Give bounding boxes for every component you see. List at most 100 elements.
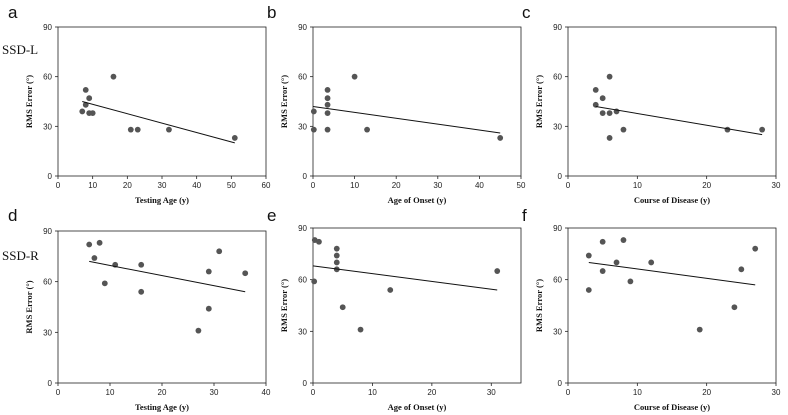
data-point-f [585,287,592,293]
panel-d: d 0 10 20 30 40 0 30 60 90 Testing Age (y) RMS Erro… [8,206,271,412]
fit-line-f [588,261,756,286]
data-point-e [357,326,364,333]
x-tick-label-a: 20 [123,181,132,190]
x-tick-label-a: 50 [227,181,236,190]
fit-line-d [89,260,246,293]
x-tick-label-a: 40 [192,181,201,190]
x-tick-label-c: 20 [702,181,711,190]
plot-frame-a [57,26,267,177]
data-point-c [592,87,599,93]
y-tick-label-c: 60 [553,73,562,82]
y-tick-label-d: 0 [48,379,53,388]
data-point-a [134,126,141,133]
data-point-d [205,268,212,275]
y-tick-label-e: 90 [298,224,307,233]
panel-e: e 0 10 20 30 0 30 60 90 Age of Onset (y) RMS Error… [267,206,522,412]
x-axis-label-b: Age of Onset (y) [388,195,447,205]
data-point-e [311,278,318,285]
y-tick-label-d: 30 [43,328,52,337]
x-tick-label-b: 0 [311,181,316,190]
x-axis-label-a: Testing Age (y) [135,195,189,205]
data-point-f [696,326,703,333]
data-point-a [127,126,134,133]
data-point-a [231,135,238,141]
data-point-b [497,135,504,141]
y-tick-label-e: 30 [298,327,307,336]
x-tick-label-a: 0 [56,181,61,190]
y-tick-label-b: 60 [298,73,307,82]
y-tick-label-c: 90 [553,23,562,32]
y-tick-label-a: 90 [43,23,52,32]
x-tick-label-e: 10 [368,388,377,397]
fit-line-c [595,105,763,136]
data-point-d [138,288,145,295]
y-axis-label-d: RMS Error (°) [24,280,34,333]
data-point-c [759,126,766,133]
y-axis-label-f: RMS Error (°) [534,279,544,332]
x-tick-label-f: 30 [772,388,781,397]
data-point-e [333,252,340,259]
data-point-e [494,268,501,274]
plot-frame-f [567,227,777,384]
data-point-f [731,304,738,311]
x-axis-label-d: Testing Age (y) [135,402,189,412]
y-tick-label-e: 60 [298,276,307,285]
data-point-a [79,108,86,115]
x-tick-label-d: 10 [106,388,115,397]
y-tick-label-f: 30 [553,327,562,336]
panel-a: a 0 10 20 30 40 50 60 0 30 60 90 Testing Age (y) RMS … [8,3,271,205]
panel-c: c 0 10 20 30 0 30 60 90 Course of Disease (y) RMS … [522,3,781,205]
x-axis-label-f: Course of Disease (y) [634,402,710,412]
data-point-b [324,95,331,102]
data-point-b [324,87,331,93]
panel-letter-a: a [8,3,18,22]
data-point-e [339,304,346,311]
y-axis-label-b: RMS Error (°) [279,75,289,128]
x-tick-label-e: 0 [311,388,316,397]
x-tick-label-c: 0 [566,181,571,190]
data-point-c [606,73,613,80]
y-tick-label-f: 0 [558,379,563,388]
x-tick-label-c: 10 [633,181,642,190]
data-point-f [620,237,627,243]
panel-letter-e: e [267,206,276,225]
data-point-b [310,108,317,115]
y-tick-label-b: 30 [298,122,307,131]
y-tick-label-f: 60 [553,276,562,285]
data-point-d [205,305,212,312]
data-point-d [96,239,103,246]
y-tick-label-e: 0 [303,379,308,388]
data-point-c [606,135,613,141]
data-point-c [620,126,627,133]
y-tick-label-b: 90 [298,23,307,32]
y-tick-label-a: 60 [43,73,52,82]
data-point-d [101,280,108,287]
data-point-e [387,287,394,293]
y-axis-label-e: RMS Error (°) [279,279,289,332]
data-point-f [738,266,745,273]
row-label-ssd-r: SSD-R [2,248,39,263]
data-point-b [310,126,317,133]
data-point-e [333,245,340,252]
x-tick-label-d: 20 [158,388,167,397]
data-point-d [86,241,93,248]
x-tick-label-d: 0 [56,388,61,397]
x-tick-label-f: 0 [566,388,571,397]
x-tick-label-d: 40 [262,388,271,397]
data-point-b [324,110,331,116]
panel-letter-b: b [267,3,276,22]
x-tick-label-a: 60 [262,181,271,190]
panel-f: f 0 10 20 30 0 30 60 90 Course of Disease (y) RMS … [522,206,781,412]
data-point-b [351,73,358,80]
data-point-c [606,110,613,116]
fit-line-e [312,265,498,291]
data-point-f [599,268,606,274]
data-point-e [316,238,322,245]
data-point-a [86,95,93,102]
x-tick-label-b: 50 [517,181,526,190]
x-tick-label-b: 30 [433,181,442,190]
data-point-d [195,327,202,334]
data-point-f [613,259,620,266]
y-tick-label-f: 90 [553,224,562,233]
